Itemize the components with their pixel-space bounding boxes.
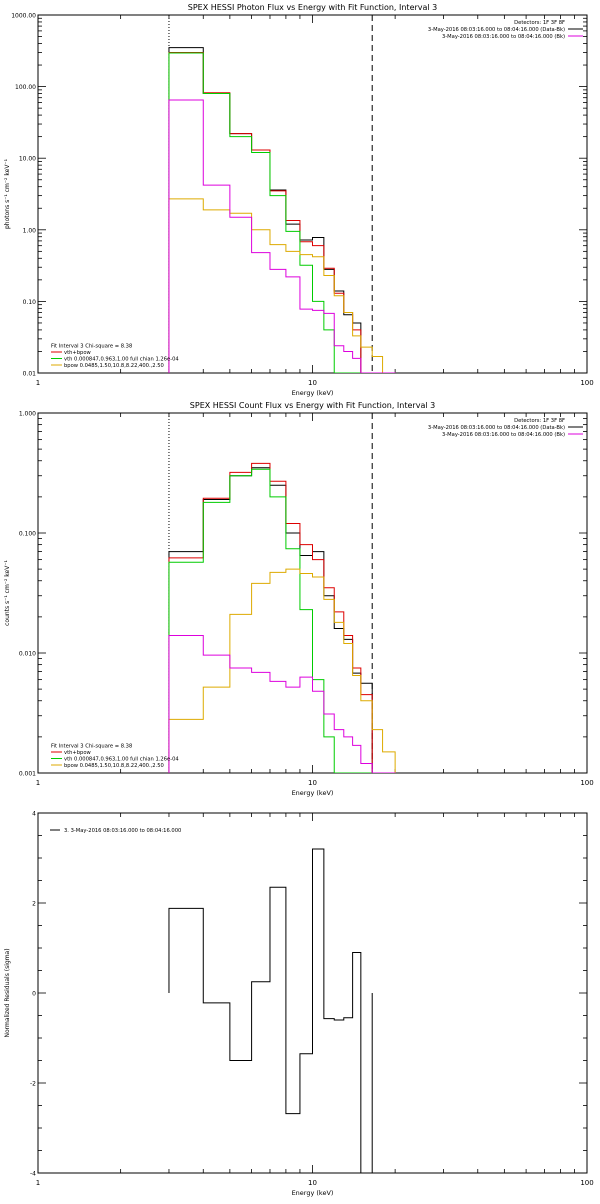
x-tick-label: 10 — [308, 779, 317, 787]
legend-text: bpow 0.0485,1.50,10.8,8.22,400.,2.50 — [64, 763, 164, 769]
x-axis-label: Energy (keV) — [292, 789, 334, 797]
series-group — [168, 848, 373, 1173]
y-tick-label: 0 — [32, 991, 36, 998]
legend-text: Detectors: 1F 3F 8F — [514, 20, 565, 26]
plot-frame — [37, 412, 588, 774]
x-tick-label: 1 — [36, 779, 40, 787]
y-tick-label: 0.100 — [19, 531, 36, 538]
y-tick-label: 0.10 — [23, 299, 37, 306]
y-tick-label: 0.010 — [19, 651, 36, 658]
series-vth — [168, 468, 396, 773]
x-axis-label: Energy (keV) — [292, 1189, 334, 1197]
legend-text: 3-May-2016 08:03:16.000 to 08:04:16.000 … — [442, 432, 565, 438]
legend-text: bpow 0.0485,1.50,10.8,8.22,400.,2.50 — [64, 363, 164, 369]
series-vth — [168, 52, 396, 373]
legend-text: Detectors: 1F 3F 8F — [514, 418, 565, 424]
y-tick-label: 100.00 — [15, 84, 36, 91]
series-bpow — [168, 568, 396, 773]
y-tick-label: 0.001 — [19, 771, 36, 778]
series-bpow — [168, 198, 396, 373]
x-tick-label: 100 — [580, 779, 593, 787]
x-tick-label: 1 — [36, 379, 40, 387]
chart-panel-1: 1 10 100 0.01 0.10 1.00 10.00 100.00 1000.00 SPEX… — [4, 3, 594, 397]
y-tick-label: -4 — [30, 1171, 36, 1178]
legend-text: vth+bpow — [64, 350, 91, 356]
chart-panel-2: 1 10 100 0.001 0.010 0.100 1.000 SPEX HESSI Cou… — [4, 401, 594, 797]
y-tick-label: 1000.00 — [11, 13, 36, 20]
legend-text: Fit Interval 3 Chi-square = 8.38 — [51, 344, 132, 350]
legend-text: Fit Interval 3 Chi-square = 8.38 — [51, 744, 132, 750]
legend-text: vth 0.000847,0.963,1.00 full chian 1.26e… — [64, 357, 179, 363]
chart-title: SPEX HESSI Photon Flux vs Energy with Fi… — [188, 3, 438, 12]
plot-frame — [37, 14, 588, 374]
y-tick-label: -2 — [30, 1081, 36, 1088]
legend-text: 3-May-2016 08:03:16.000 to 08:04:16.000 … — [442, 34, 565, 40]
y-axis-label: counts s⁻¹ cm⁻² keV⁻¹ — [4, 560, 11, 626]
series-3-3-may-2016-08-03-16-000-to-08-04-16-000 — [168, 848, 373, 1173]
x-tick-label: 1 — [36, 1179, 40, 1187]
series-bk — [168, 634, 396, 773]
x-tick-label: 100 — [580, 379, 593, 387]
x-tick-label: 10 — [308, 379, 317, 387]
y-tick-label: 1.00 — [23, 227, 37, 234]
y-tick-label: 0.01 — [23, 371, 37, 378]
chart-title: SPEX HESSI Count Flux vs Energy with Fit… — [190, 401, 435, 410]
y-tick-label: 1.000 — [19, 411, 36, 418]
y-axis-label: photons s⁻¹ cm⁻² keV⁻¹ — [4, 158, 11, 229]
y-tick-label: 2 — [32, 901, 36, 908]
series-bk — [168, 99, 396, 373]
legend-text: 3. 3-May-2016 08:03:16.000 to 08:04:16.0… — [64, 828, 181, 834]
y-tick-label: 4 — [32, 811, 36, 818]
legend-text: 3-May-2016 08:03:16.000 to 08:04:16.000 … — [428, 425, 565, 431]
chart-panel-3: 1 10 100 -4 -2 0 2 4 Energy (keV) Normalized Resi… — [4, 811, 594, 1198]
legend-text: 3-May-2016 08:03:16.000 to 08:04:16.000 … — [428, 27, 565, 33]
series-group — [168, 462, 396, 773]
y-axis-label: Normalized Residuals (sigma) — [4, 948, 11, 1037]
x-tick-label: 10 — [308, 1179, 317, 1187]
x-tick-label: 100 — [580, 1179, 593, 1187]
series-group — [168, 47, 396, 373]
x-axis-label: Energy (keV) — [292, 389, 334, 397]
series-data-bk — [168, 47, 396, 373]
legend-text: vth 0.000847,0.963,1.00 full chian 1.26e… — [64, 757, 179, 763]
legend-text: vth+bpow — [64, 750, 91, 756]
y-tick-label: 10.00 — [19, 156, 36, 163]
